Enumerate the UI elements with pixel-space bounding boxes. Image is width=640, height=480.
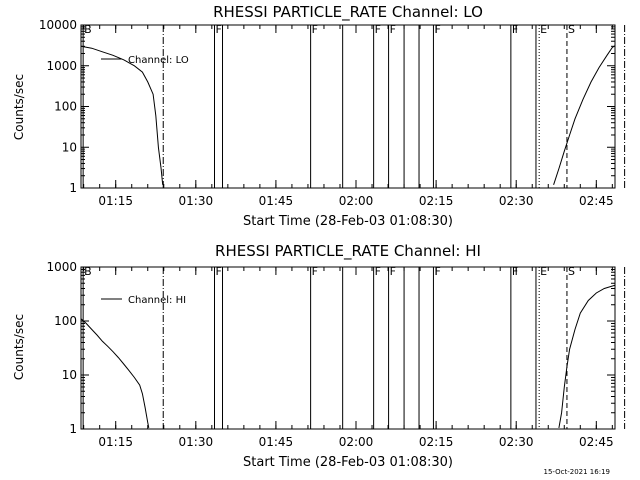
panel-hi: RHESSI PARTICLE_RATE Channel: HI Start T… xyxy=(12,242,626,470)
panel-0-event-label-7: F xyxy=(390,23,396,36)
panel-0-x-tick-label-5: 02:30 xyxy=(499,194,534,208)
panel-0-y-tick-label-0: 1 xyxy=(69,181,77,195)
panel-0-x-tick-label-6: 02:45 xyxy=(579,194,614,208)
panel-lo-y-axis-label: Counts/sec xyxy=(12,74,26,140)
panel-0-series-0-segment-0 xyxy=(81,45,164,185)
panel-0-x-tick-label-3: 02:00 xyxy=(339,194,374,208)
panel-1-event-label-2: F xyxy=(216,265,222,278)
panel-1-x-tick-label-4: 02:15 xyxy=(419,435,454,449)
panel-1-y-tick-label-3: 1000 xyxy=(46,260,77,274)
panel-0-y-tick-label-3: 1000 xyxy=(46,59,77,73)
panel-0-x-tick-label-2: 01:45 xyxy=(259,194,294,208)
panel-1-y-tick-label-1: 10 xyxy=(62,368,77,382)
panel-0-event-label-6: F xyxy=(375,23,381,36)
panel-1-x-tick-label-5: 02:30 xyxy=(499,435,534,449)
panel-0-event-label-10: F xyxy=(434,23,440,36)
panel-0-event-label-4: F xyxy=(312,23,318,36)
panel-lo-x-axis-label: Start Time (28-Feb-03 01:08:30) xyxy=(243,214,453,229)
panel-0-event-label-13: E xyxy=(540,23,547,36)
panel-1-series-0-segment-0 xyxy=(81,318,150,428)
panel-1-event-label-13: E xyxy=(540,265,547,278)
panel-1-series-0-segment-1 xyxy=(558,284,615,428)
panel-1-y-tick-label-0: 1 xyxy=(69,422,77,436)
panel-hi-y-axis-label: Counts/sec xyxy=(12,314,26,380)
panel-1-event-label-11: F xyxy=(512,265,518,278)
panel-1-y-tick-label-2: 100 xyxy=(54,314,77,328)
panel-0-event-label-11: F xyxy=(512,23,518,36)
panel-1-x-tick-label-3: 02:00 xyxy=(339,435,374,449)
panel-1-plot-frame xyxy=(80,266,616,430)
panel-1-x-tick-label-2: 01:45 xyxy=(259,435,294,449)
panel-0-x-tick-label-4: 02:15 xyxy=(419,194,454,208)
panel-0-event-label-14: S xyxy=(568,23,575,36)
panel-0-y-tick-label-1: 10 xyxy=(62,140,77,154)
panel-0-event-label-0: B xyxy=(84,23,92,36)
panel-1-x-tick-label-6: 02:45 xyxy=(579,435,614,449)
panel-1-x-tick-label-0: 01:15 xyxy=(98,435,133,449)
panel-lo: RHESSI PARTICLE_RATE Channel: LO Start T… xyxy=(12,3,626,229)
panel-1-event-label-0: B xyxy=(84,265,92,278)
panel-0-event-label-2: F xyxy=(216,23,222,36)
panel-1-event-label-14: S xyxy=(568,265,575,278)
panel-lo-title: RHESSI PARTICLE_RATE Channel: LO xyxy=(213,3,483,22)
panel-0-legend-label: Channel: LO xyxy=(128,55,189,66)
panel-hi-title: RHESSI PARTICLE_RATE Channel: HI xyxy=(215,242,481,261)
panel-0-y-tick-label-4: 10000 xyxy=(39,18,77,32)
panel-1-legend-label: Channel: HI xyxy=(128,295,186,306)
panel-1-event-label-4: F xyxy=(312,265,318,278)
panel-0-x-tick-label-0: 01:15 xyxy=(98,194,133,208)
panel-1-x-tick-label-1: 01:30 xyxy=(179,435,214,449)
panel-hi-x-axis-label: Start Time (28-Feb-03 01:08:30) xyxy=(243,455,453,470)
panel-1-event-label-6: F xyxy=(375,265,381,278)
panel-0-x-tick-label-1: 01:30 xyxy=(179,194,214,208)
panel-0-plot-frame xyxy=(80,24,616,189)
footer-timestamp: 15-Oct-2021 16:19 xyxy=(544,468,610,476)
panel-1-event-label-10: F xyxy=(434,265,440,278)
panel-1-event-label-7: F xyxy=(390,265,396,278)
panel-0-series-0-segment-1 xyxy=(553,45,615,185)
panel-0-y-tick-label-2: 100 xyxy=(54,100,77,114)
